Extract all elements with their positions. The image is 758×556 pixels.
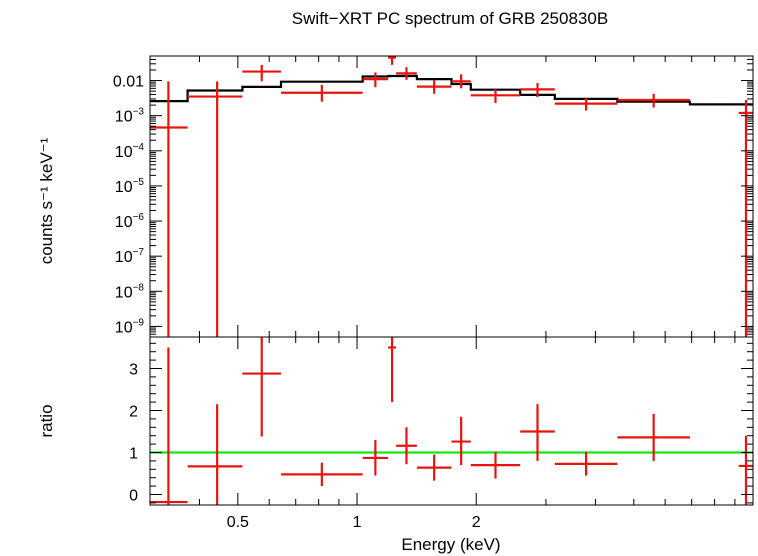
- x-tick-label: 2: [472, 514, 481, 531]
- bottom-panel-y-axis-label: ratio: [37, 404, 56, 437]
- spectrum-point-7: [396, 67, 417, 80]
- ratio-point-12: [554, 451, 618, 476]
- spectrum-point-6: [388, 56, 397, 65]
- bottom-panel-frame: [149, 336, 754, 506]
- top-y-tick-label: 10−9: [115, 317, 145, 336]
- ratio-point-13: [617, 413, 690, 461]
- x-tick-label: 0.5: [227, 514, 249, 531]
- top-y-tick-label: 10−5: [115, 177, 145, 196]
- ratio-point-9: [451, 416, 471, 466]
- ratio-point-7: [396, 427, 417, 465]
- ratio-point-5: [362, 439, 389, 476]
- top-y-tick-label: 10−8: [115, 282, 145, 301]
- top-panel-y-axis-label: counts s⁻¹ keV⁻¹: [37, 137, 56, 264]
- top-panel: 0.01 10−3 10−4 10−5 10−6 10−7 10−8 10−9 counts …: [37, 55, 754, 338]
- bottom-data-points: [150, 337, 753, 505]
- spectrum-point-1: [150, 81, 188, 337]
- spectrum-point-2: [187, 81, 243, 337]
- top-panel-frame: [149, 55, 754, 338]
- model-step-line: [150, 74, 753, 106]
- bottom-panel-plot-area: [150, 337, 753, 505]
- top-panel-plot-area: [150, 56, 753, 337]
- spectrum-point-4: [281, 84, 363, 102]
- spectrum-point-11: [520, 83, 555, 98]
- ratio-point-1: [150, 347, 188, 505]
- spectrum-point-12: [554, 97, 618, 111]
- top-panel-axes: 0.01 10−3 10−4 10−5 10−6 10−7 10−8 10−9: [113, 56, 753, 337]
- ratio-point-14: [738, 435, 753, 505]
- ratio-point-6: [388, 337, 397, 403]
- spectrum-point-5: [362, 72, 389, 88]
- bottom-panel: 0 1 2 3 ratio: [37, 336, 754, 506]
- ratio-point-10: [470, 451, 521, 479]
- ratio-point-11: [520, 404, 555, 461]
- spectrum-point-10: [470, 88, 521, 103]
- spectrum-point-3: [242, 64, 282, 82]
- x-axis-label: Energy (keV): [401, 535, 500, 554]
- bottom-y-tick-label: 2: [129, 404, 138, 421]
- bottom-y-tick-label: 3: [129, 362, 138, 379]
- bottom-panel-axes: 0 1 2 3: [129, 337, 753, 505]
- bottom-y-tick-label: 1: [129, 446, 138, 463]
- ratio-point-8: [416, 454, 452, 481]
- top-y-tick-label: 10−7: [115, 247, 145, 266]
- chart-title: Swift−XRT PC spectrum of GRB 250830B: [292, 9, 608, 28]
- top-data-points: [150, 56, 753, 337]
- x-tick-labels: 0.5 1 2: [227, 514, 481, 531]
- ratio-point-3: [242, 337, 282, 437]
- spectrum-point-9: [451, 74, 471, 89]
- model-line: [150, 74, 753, 106]
- ratio-point-4: [281, 462, 363, 487]
- top-y-tick-label: 0.01: [113, 74, 144, 91]
- top-y-tick-label: 10−3: [115, 107, 145, 126]
- bottom-y-tick-label: 0: [129, 488, 138, 505]
- spectrum-point-13: [617, 93, 690, 108]
- x-tick-label: 1: [353, 514, 362, 531]
- spectrum-point-8: [416, 79, 452, 94]
- spectrum-point-14: [738, 99, 753, 337]
- top-y-tick-label: 10−6: [115, 212, 145, 231]
- top-y-tick-label: 10−4: [115, 142, 145, 161]
- ratio-point-2: [187, 404, 243, 505]
